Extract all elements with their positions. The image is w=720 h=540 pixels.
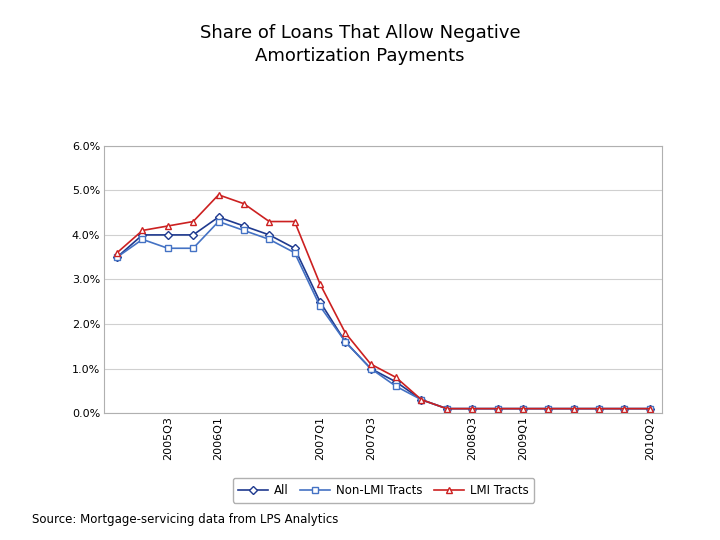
Non-LMI Tracts [265,236,274,242]
LMI Tracts [138,227,147,234]
All [163,232,172,238]
LMI Tracts [645,406,654,412]
Non-LMI Tracts [315,303,324,309]
All [113,254,122,260]
All [392,379,400,385]
LMI Tracts [493,406,502,412]
LMI Tracts [265,218,274,225]
LMI Tracts [163,222,172,229]
Line: Non-LMI Tracts: Non-LMI Tracts [114,219,652,411]
LMI Tracts [620,406,629,412]
All [518,406,527,412]
LMI Tracts [417,396,426,403]
All [443,406,451,412]
Non-LMI Tracts [544,406,552,412]
All [417,396,426,403]
LMI Tracts [290,218,299,225]
Legend: All, Non-LMI Tracts, LMI Tracts: All, Non-LMI Tracts, LMI Tracts [233,478,534,503]
Non-LMI Tracts [518,406,527,412]
Non-LMI Tracts [443,406,451,412]
Line: LMI Tracts: LMI Tracts [114,191,653,412]
LMI Tracts [518,406,527,412]
All [544,406,552,412]
All [595,406,603,412]
Non-LMI Tracts [392,383,400,390]
Non-LMI Tracts [290,249,299,256]
All [189,232,197,238]
LMI Tracts [443,406,451,412]
All [265,232,274,238]
LMI Tracts [595,406,603,412]
Non-LMI Tracts [341,339,350,345]
All [240,222,248,229]
Non-LMI Tracts [215,218,223,225]
LMI Tracts [366,361,375,367]
Non-LMI Tracts [570,406,578,412]
Non-LMI Tracts [595,406,603,412]
LMI Tracts [315,281,324,287]
LMI Tracts [392,374,400,381]
LMI Tracts [544,406,552,412]
LMI Tracts [341,329,350,336]
Text: Share of Loans That Allow Negative
Amortization Payments: Share of Loans That Allow Negative Amort… [199,24,521,64]
Non-LMI Tracts [240,227,248,234]
All [645,406,654,412]
LMI Tracts [189,218,197,225]
All [493,406,502,412]
Line: All: All [114,214,652,411]
Non-LMI Tracts [417,396,426,403]
LMI Tracts [215,192,223,198]
All [620,406,629,412]
LMI Tracts [113,249,122,256]
All [138,232,147,238]
Non-LMI Tracts [620,406,629,412]
All [215,214,223,220]
All [290,245,299,252]
LMI Tracts [570,406,578,412]
Non-LMI Tracts [366,365,375,372]
All [315,299,324,305]
Non-LMI Tracts [645,406,654,412]
LMI Tracts [468,406,477,412]
Non-LMI Tracts [468,406,477,412]
LMI Tracts [240,200,248,207]
Non-LMI Tracts [189,245,197,252]
Text: Source: Mortgage-servicing data from LPS Analytics: Source: Mortgage-servicing data from LPS… [32,514,339,526]
Non-LMI Tracts [138,236,147,242]
All [341,339,350,345]
All [366,365,375,372]
Non-LMI Tracts [493,406,502,412]
Non-LMI Tracts [163,245,172,252]
All [570,406,578,412]
Non-LMI Tracts [113,254,122,260]
All [468,406,477,412]
